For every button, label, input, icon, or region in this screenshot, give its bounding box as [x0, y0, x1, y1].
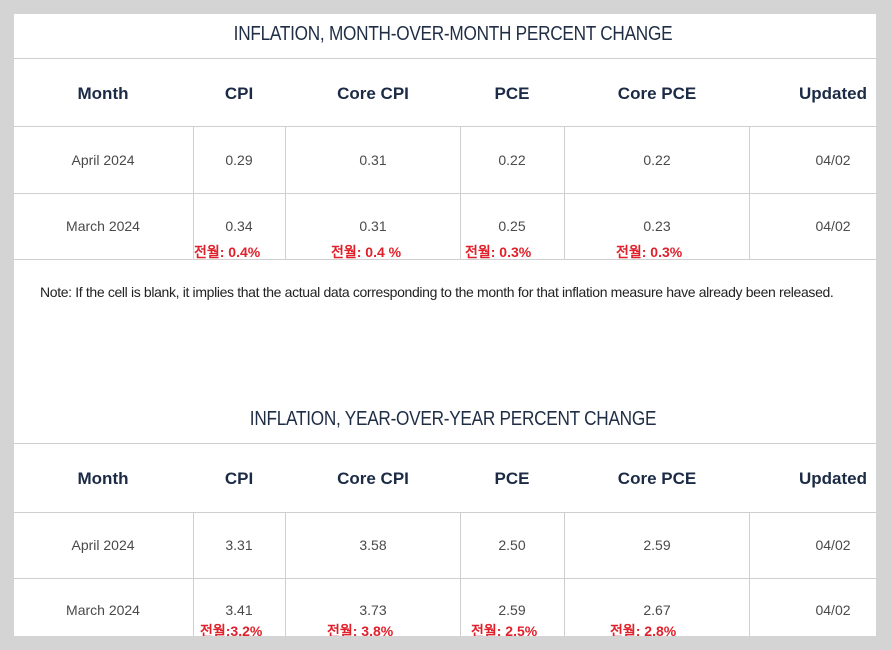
divider	[14, 578, 892, 579]
divider	[14, 58, 892, 59]
divider	[14, 193, 892, 194]
table-cell: 04/02	[815, 218, 851, 234]
divider	[14, 259, 892, 260]
header-pce: PCE	[494, 84, 530, 103]
table-cell: 2.59	[643, 537, 671, 553]
mom-table-title: INFLATION, MONTH-OVER-MONTH PERCENT CHAN…	[233, 23, 673, 45]
table-cell: March 2024	[66, 602, 140, 618]
header-month: Month	[77, 84, 129, 103]
table-cell: March 2024	[66, 218, 140, 234]
red-annotation: 전월: 0.4 %	[331, 244, 402, 260]
table-cell: 0.25	[498, 218, 526, 234]
screenshot-border	[876, 0, 892, 650]
table-cell: 3.58	[359, 537, 387, 553]
table-note: Note: If the cell is blank, it implies t…	[40, 284, 834, 300]
table-cell: 0.31	[359, 152, 387, 168]
header-cpi: CPI	[224, 84, 254, 103]
column-divider	[749, 512, 750, 636]
divider	[14, 443, 892, 444]
table-cell: 0.34	[225, 218, 253, 234]
header-month: Month	[77, 469, 129, 488]
divider	[14, 512, 892, 513]
table-cell: 0.29	[225, 152, 253, 168]
column-divider	[193, 126, 194, 259]
table-cell: 0.22	[498, 152, 526, 168]
red-annotation: 전월: 2.8%	[610, 623, 677, 636]
header-core-pce: Core PCE	[617, 469, 697, 488]
table-sheet: INFLATION, MONTH-OVER-MONTH PERCENT CHAN…	[14, 14, 892, 636]
red-annotation: 전월: 3.8%	[327, 623, 394, 636]
column-divider	[564, 126, 565, 259]
header-updated: Updated	[799, 84, 867, 103]
table-cell: 04/02	[815, 602, 851, 618]
red-annotation: 전월: 0.3%	[616, 244, 683, 260]
table-cell: 0.22	[643, 152, 671, 168]
column-divider	[193, 512, 194, 636]
table-cell: 2.67	[643, 602, 671, 618]
column-divider	[285, 126, 286, 259]
column-divider	[460, 512, 461, 636]
red-annotation: 전월: 2.5%	[471, 623, 538, 636]
divider	[14, 126, 892, 127]
table-cell: 0.31	[359, 218, 387, 234]
table-cell: 3.73	[359, 602, 387, 618]
header-core-cpi: Core CPI	[337, 84, 409, 103]
table-cell: 3.41	[225, 602, 253, 618]
column-divider	[285, 512, 286, 636]
table-cell: 3.31	[225, 537, 253, 553]
table-cell: 2.59	[498, 602, 526, 618]
table-cell: 0.23	[643, 218, 671, 234]
red-annotation: 전월: 0.4%	[194, 244, 261, 260]
header-core-pce: Core PCE	[617, 84, 697, 103]
table-cell: 04/02	[815, 152, 851, 168]
header-cpi: CPI	[224, 469, 254, 488]
header-updated: Updated	[799, 469, 867, 488]
table-cell: April 2024	[71, 537, 135, 553]
red-annotation: 전월: 0.3%	[465, 244, 532, 260]
header-core-cpi: Core CPI	[337, 469, 409, 488]
yoy-table-title: INFLATION, YEAR-OVER-YEAR PERCENT CHANGE	[249, 408, 657, 430]
header-pce: PCE	[494, 469, 530, 488]
column-divider	[460, 126, 461, 259]
red-annotation: 전월:3.2%	[200, 623, 263, 636]
table-cell: 04/02	[815, 537, 851, 553]
column-divider	[749, 126, 750, 259]
table-cell: April 2024	[71, 152, 135, 168]
table-cell: 2.50	[498, 537, 526, 553]
column-divider	[564, 512, 565, 636]
